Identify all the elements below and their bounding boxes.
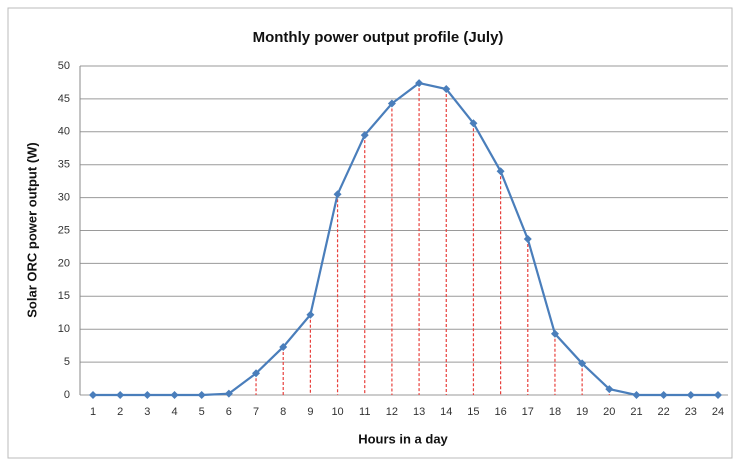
point-marker (333, 190, 342, 199)
point-marker (686, 391, 695, 399)
y-axis-title: Solar ORC power output (W) (24, 142, 39, 317)
point-marker (197, 391, 206, 399)
x-tick-label: 8 (280, 406, 286, 418)
x-tick-label: 15 (467, 406, 479, 418)
y-tick-label: 35 (58, 159, 70, 171)
x-tick-label: 9 (307, 406, 313, 418)
point-marker (279, 342, 288, 351)
point-marker (442, 85, 451, 94)
point-marker (469, 119, 478, 128)
y-tick-label: 20 (58, 257, 70, 269)
x-tick-label: 18 (549, 406, 561, 418)
x-tick-label: 5 (199, 406, 205, 418)
x-tick-label: 7 (253, 406, 259, 418)
point-marker (387, 99, 396, 108)
x-tick-label: 13 (413, 406, 425, 418)
y-tick-label: 45 (58, 93, 70, 105)
point-marker (523, 235, 532, 244)
point-marker (116, 391, 125, 399)
x-tick-label: 6 (226, 406, 232, 418)
x-tick-label: 2 (117, 406, 123, 418)
point-marker (89, 391, 97, 399)
x-tick-label: 4 (171, 406, 177, 418)
x-axis-title: Hours in a day (358, 431, 448, 446)
x-tick-label: 14 (440, 406, 452, 418)
x-tick-label: 22 (658, 406, 670, 418)
x-tick-label: 16 (494, 406, 506, 418)
y-tick-label: 30 (58, 192, 70, 204)
point-marker (659, 391, 668, 399)
x-tick-label: 10 (331, 406, 343, 418)
chart-title: Monthly power output profile (July) (253, 29, 504, 46)
point-marker (496, 167, 505, 176)
point-marker (605, 385, 614, 394)
point-marker (360, 131, 369, 140)
point-marker (632, 391, 641, 399)
chart-frame (7, 7, 733, 459)
y-tick-label: 50 (58, 60, 70, 72)
point-marker (224, 389, 233, 398)
point-marker (550, 329, 559, 338)
point-marker (252, 369, 261, 378)
y-tick-label: 15 (58, 290, 70, 302)
point-marker (578, 359, 587, 368)
x-tick-label: 12 (386, 406, 398, 418)
y-tick-label: 10 (58, 323, 70, 335)
point-marker (306, 310, 315, 319)
x-tick-label: 3 (144, 406, 150, 418)
point-marker (415, 79, 424, 88)
point-marker (714, 391, 722, 399)
x-tick-label: 24 (712, 406, 724, 418)
x-tick-label: 20 (603, 406, 615, 418)
y-tick-label: 5 (64, 356, 70, 368)
x-tick-label: 11 (359, 406, 370, 418)
y-tick-label: 0 (64, 389, 70, 401)
point-marker (170, 391, 179, 399)
y-tick-label: 40 (58, 126, 70, 138)
x-tick-label: 23 (685, 406, 697, 418)
x-tick-label: 19 (576, 406, 588, 418)
x-tick-label: 17 (522, 406, 534, 418)
x-tick-label: 1 (90, 406, 96, 418)
x-tick-label: 21 (630, 406, 642, 418)
series-line (93, 81, 718, 397)
y-tick-label: 25 (58, 224, 70, 236)
point-marker (143, 391, 152, 399)
